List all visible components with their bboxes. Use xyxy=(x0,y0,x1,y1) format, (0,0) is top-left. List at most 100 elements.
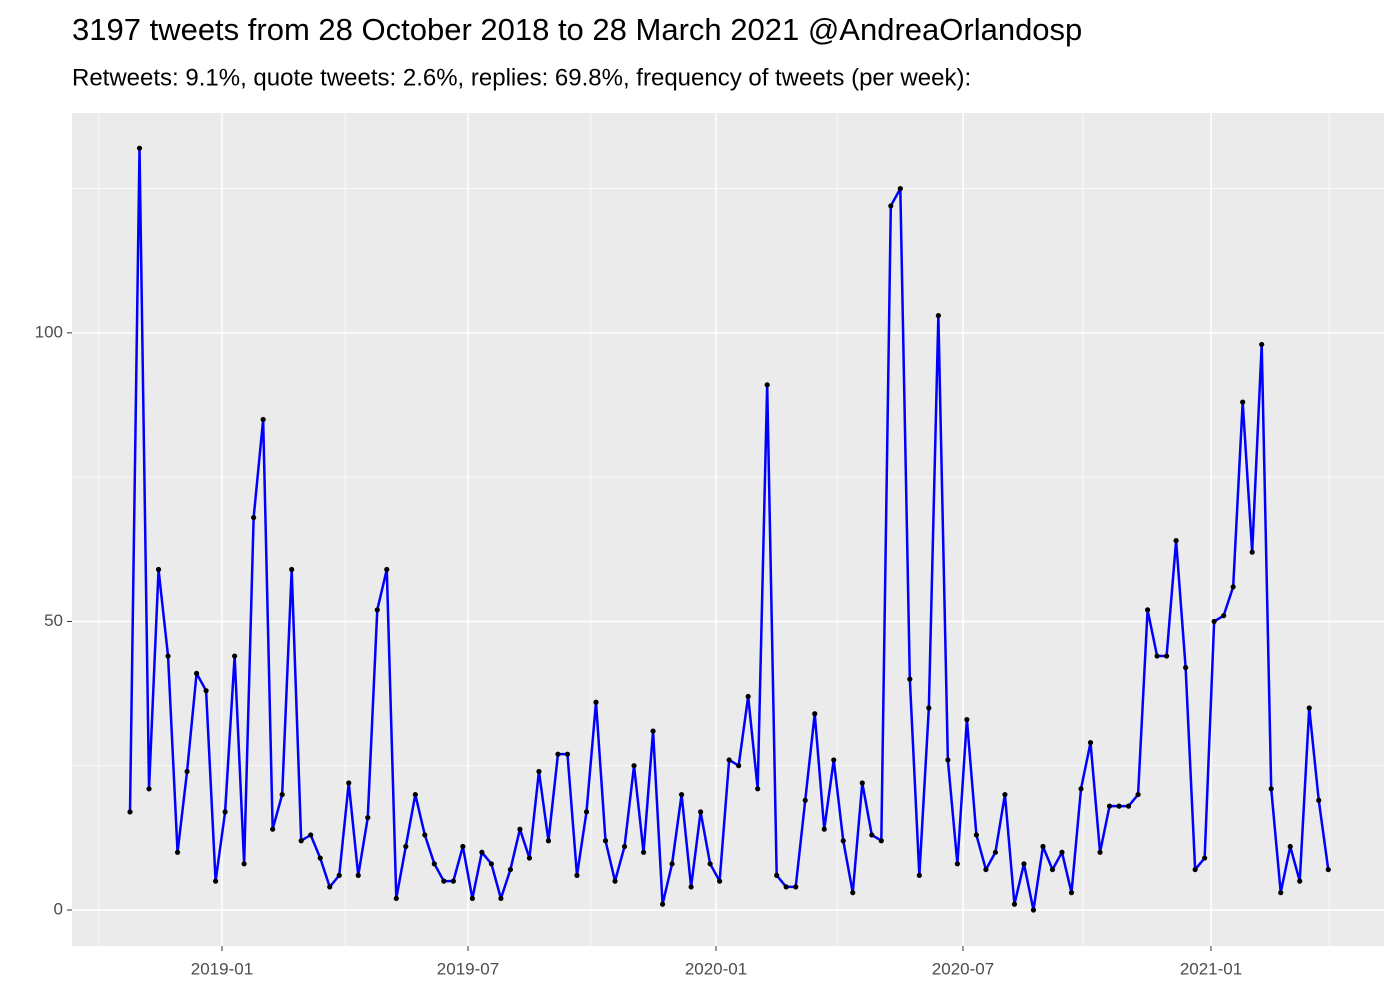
data-point xyxy=(678,791,685,798)
data-point xyxy=(945,757,951,763)
data-point xyxy=(260,416,266,423)
data-point xyxy=(393,895,399,902)
data-point xyxy=(289,566,295,573)
data-point xyxy=(878,838,884,844)
plot-panel xyxy=(72,113,1384,946)
data-point xyxy=(441,878,447,884)
data-point xyxy=(545,838,552,844)
data-point xyxy=(736,763,742,769)
data-point xyxy=(1325,866,1331,873)
data-point xyxy=(232,653,238,659)
data-point xyxy=(888,203,894,209)
data-point xyxy=(155,566,162,573)
data-point xyxy=(1268,786,1274,792)
chart-subtitle: Retweets: 9.1%, quote tweets: 2.6%, repl… xyxy=(72,64,971,91)
data-point xyxy=(992,849,999,855)
data-point xyxy=(222,809,228,815)
data-point xyxy=(1125,803,1132,809)
data-point xyxy=(384,566,390,573)
data-point xyxy=(355,872,361,878)
data-point xyxy=(659,901,666,907)
data-point xyxy=(897,186,903,192)
data-point xyxy=(1297,878,1303,884)
data-point xyxy=(1202,855,1208,861)
data-point xyxy=(840,838,846,844)
data-point xyxy=(165,653,171,659)
data-point xyxy=(954,861,960,867)
data-point xyxy=(831,757,837,763)
data-point xyxy=(1002,791,1008,798)
data-point xyxy=(859,780,865,786)
data-point xyxy=(1164,653,1170,659)
data-point xyxy=(1230,584,1236,590)
data-point xyxy=(745,693,751,700)
data-point xyxy=(869,832,875,838)
data-point xyxy=(707,861,713,867)
data-point xyxy=(1154,653,1160,659)
data-point xyxy=(1316,797,1322,803)
data-point xyxy=(1306,705,1312,711)
data-point xyxy=(1068,890,1075,896)
data-point xyxy=(764,382,770,388)
data-point xyxy=(793,884,799,890)
data-point xyxy=(346,780,352,786)
data-point xyxy=(498,895,504,902)
data-point xyxy=(1183,665,1189,671)
data-point xyxy=(127,809,133,815)
data-point xyxy=(526,855,533,861)
data-point xyxy=(1116,803,1122,809)
data-point xyxy=(1240,399,1246,405)
data-point xyxy=(1135,791,1141,798)
data-point xyxy=(174,849,181,855)
data-point xyxy=(935,312,941,319)
data-point xyxy=(1011,901,1018,907)
data-point xyxy=(488,861,494,867)
x-tick-label: 2019-07 xyxy=(437,959,499,978)
data-point xyxy=(507,866,514,873)
data-point xyxy=(973,832,980,838)
data-point xyxy=(574,872,580,878)
data-point xyxy=(774,872,780,878)
data-point xyxy=(469,895,475,902)
data-point xyxy=(640,849,647,855)
data-point xyxy=(1211,618,1217,625)
data-point xyxy=(336,872,342,878)
data-point xyxy=(1287,843,1293,850)
data-point xyxy=(365,815,371,821)
data-point xyxy=(536,768,542,775)
data-point xyxy=(1097,849,1103,855)
data-point xyxy=(412,791,418,798)
data-point xyxy=(983,866,989,873)
data-point xyxy=(136,145,143,151)
data-point xyxy=(203,688,209,694)
data-point xyxy=(450,878,456,884)
data-point xyxy=(193,670,200,676)
data-point xyxy=(1059,849,1065,855)
data-point xyxy=(583,809,590,815)
data-point xyxy=(1049,866,1056,873)
data-point xyxy=(755,786,761,792)
data-point xyxy=(850,890,856,896)
data-point xyxy=(460,843,466,850)
data-point xyxy=(184,768,190,775)
x-tick-label: 2020-07 xyxy=(932,959,994,978)
data-point xyxy=(916,872,922,878)
data-point xyxy=(812,711,818,717)
data-point xyxy=(698,809,704,815)
data-point xyxy=(593,699,599,705)
data-point xyxy=(403,843,409,850)
data-point xyxy=(1087,740,1094,746)
data-point xyxy=(1221,613,1227,619)
data-point xyxy=(146,786,152,792)
data-point xyxy=(1192,866,1198,873)
data-point xyxy=(631,763,637,769)
data-point xyxy=(1078,786,1084,792)
data-point xyxy=(1278,890,1284,896)
data-point xyxy=(821,826,827,832)
data-point xyxy=(1030,907,1037,913)
data-point xyxy=(717,878,723,884)
data-point xyxy=(270,826,276,832)
y-tick-label: 100 xyxy=(35,322,63,341)
data-point xyxy=(1173,538,1179,544)
